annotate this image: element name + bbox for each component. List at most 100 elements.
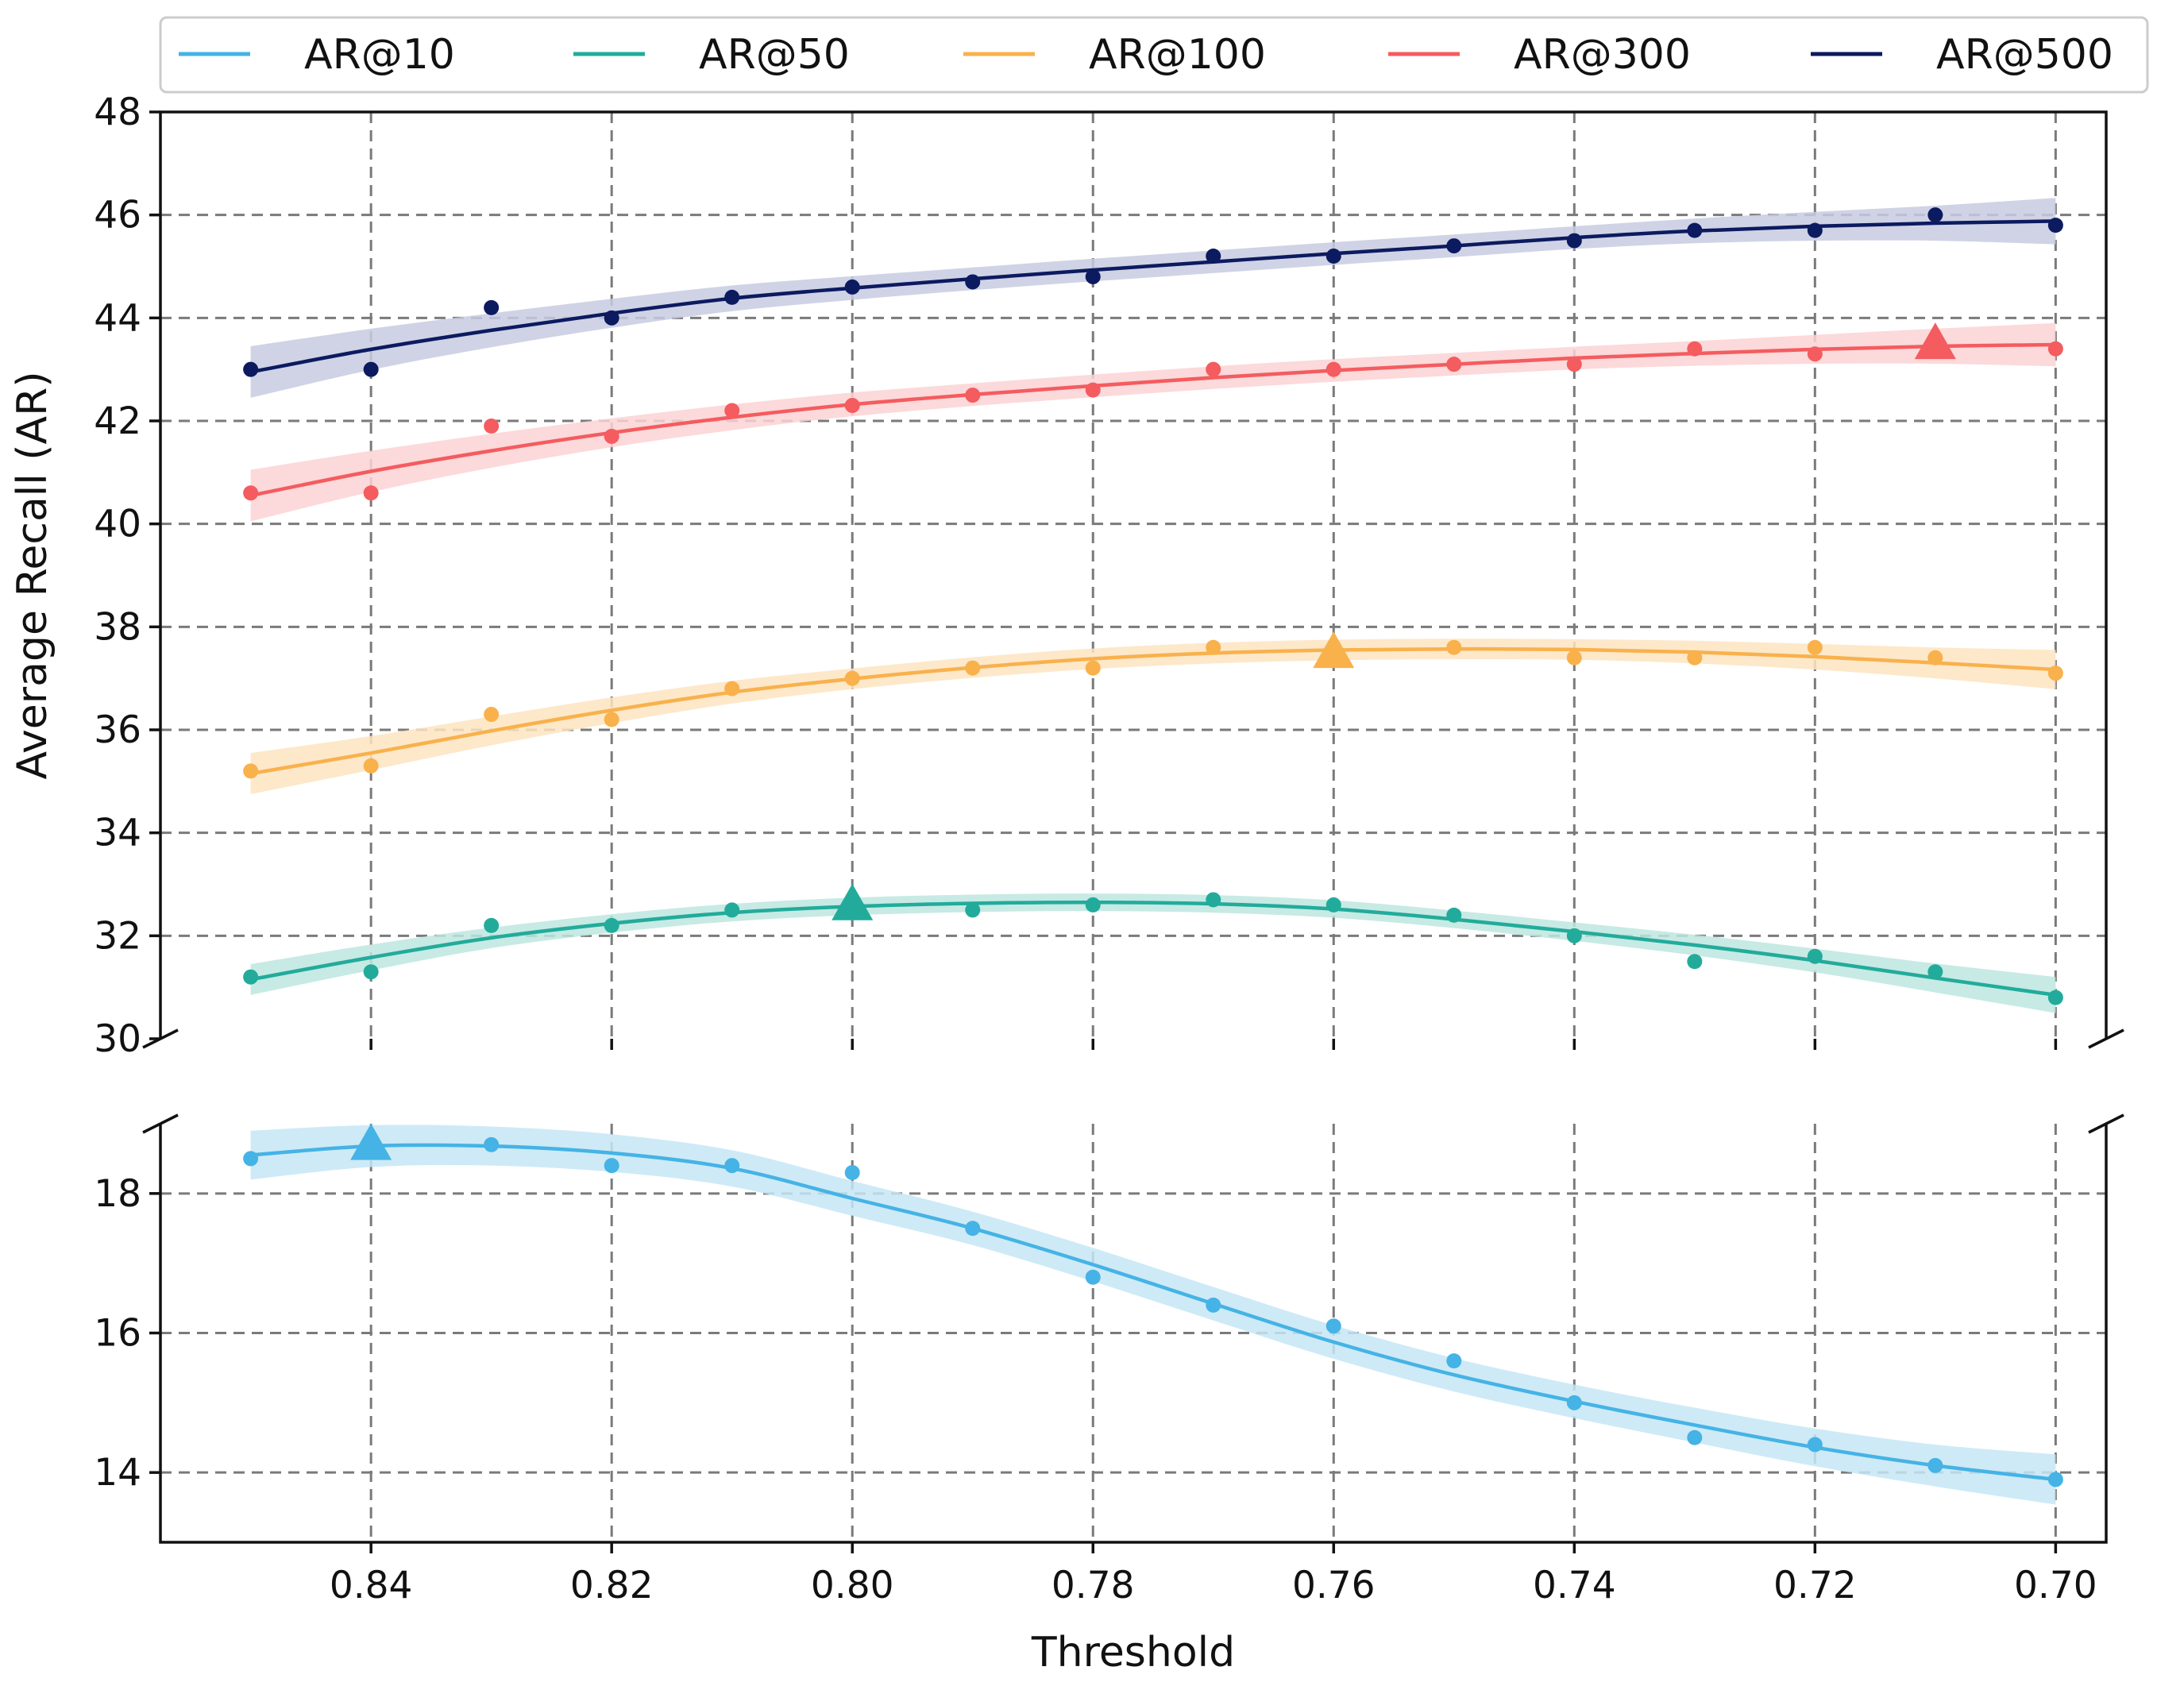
point-ar-50-0.77 bbox=[1206, 892, 1221, 908]
point-ar-300-0.74 bbox=[1566, 357, 1582, 372]
xtick-label-0.72: 0.72 bbox=[1773, 1564, 1857, 1607]
band-ar-500 bbox=[250, 198, 2056, 398]
point-ar-10-0.80 bbox=[844, 1164, 860, 1180]
point-ar-300-0.85 bbox=[243, 485, 259, 501]
point-ar-500-0.77 bbox=[1206, 249, 1221, 264]
xtick-label-0.74: 0.74 bbox=[1533, 1564, 1616, 1607]
point-ar-50-0.81 bbox=[724, 902, 740, 918]
point-ar-500-0.84 bbox=[363, 361, 379, 377]
point-ar-100-0.85 bbox=[243, 763, 259, 779]
point-ar-100-0.72 bbox=[1807, 639, 1823, 655]
point-ar-100-0.70 bbox=[2047, 666, 2063, 681]
point-ar-50-0.70 bbox=[2047, 990, 2063, 1005]
point-ar-10-0.77 bbox=[1206, 1297, 1221, 1313]
point-ar-500-0.72 bbox=[1807, 222, 1823, 238]
point-ar-300-0.81 bbox=[724, 403, 740, 419]
point-ar-100-0.78 bbox=[1085, 660, 1101, 676]
upper-panel-frame bbox=[159, 110, 2108, 1039]
xtick-label-0.76: 0.76 bbox=[1292, 1564, 1376, 1607]
point-ar-10-0.74 bbox=[1566, 1395, 1582, 1410]
best-marker-ar-10 bbox=[350, 1123, 392, 1160]
band-ar-100 bbox=[250, 639, 2056, 794]
point-ar-50-0.82 bbox=[604, 917, 619, 933]
point-ar-50-0.76 bbox=[1325, 897, 1341, 912]
point-ar-500-0.76 bbox=[1325, 249, 1341, 264]
point-ar-100-0.82 bbox=[604, 712, 619, 727]
point-ar-50-0.74 bbox=[1566, 928, 1582, 943]
point-ar-50-0.75 bbox=[1446, 907, 1462, 923]
point-ar-100-0.77 bbox=[1206, 639, 1221, 655]
x-axis-label: Threshold bbox=[1031, 1629, 1235, 1676]
point-ar-10-0.76 bbox=[1325, 1318, 1341, 1334]
break-mark-3 bbox=[142, 1113, 179, 1134]
best-marker-ar-50 bbox=[832, 883, 874, 920]
xtick-label-0.70: 0.70 bbox=[2014, 1564, 2097, 1607]
upper-ytick-label-38: 38 bbox=[94, 605, 141, 649]
fit-lines bbox=[250, 219, 2056, 1482]
point-ar-300-0.75 bbox=[1446, 357, 1462, 372]
band-ar-10 bbox=[250, 1125, 2056, 1505]
y-axis-ticks: 30 32 34 36 38 40 42 44 46 48 14 16 18 bbox=[94, 91, 160, 1495]
point-ar-10-0.79 bbox=[965, 1221, 981, 1237]
point-ar-300-0.77 bbox=[1206, 361, 1221, 377]
data-points bbox=[243, 207, 2063, 1487]
point-ar-50-0.71 bbox=[1927, 964, 1943, 980]
point-ar-50-0.78 bbox=[1085, 897, 1101, 912]
confidence-bands bbox=[250, 198, 2056, 1505]
point-ar-500-0.71 bbox=[1927, 207, 1943, 223]
legend-label-ar-500: AR@500 bbox=[1936, 31, 2113, 79]
point-ar-10-0.72 bbox=[1807, 1437, 1823, 1453]
line-ar-100 bbox=[250, 646, 2056, 776]
xtick-label-0.78: 0.78 bbox=[1051, 1564, 1135, 1607]
upper-ytick-label-48: 48 bbox=[94, 91, 141, 134]
point-ar-300-0.72 bbox=[1807, 346, 1823, 362]
x-axis-ticks: 0.84 0.82 0.80 0.78 0.76 0.74 0.72 0.70 bbox=[330, 1039, 2097, 1607]
lower-panel-grid bbox=[160, 1124, 2106, 1542]
band-ar-300 bbox=[250, 322, 2056, 522]
point-ar-100-0.73 bbox=[1687, 650, 1703, 666]
break-mark-2 bbox=[2088, 1028, 2124, 1049]
point-ar-500-0.73 bbox=[1687, 222, 1703, 238]
point-ar-100-0.75 bbox=[1446, 639, 1462, 655]
upper-ytick-label-32: 32 bbox=[94, 914, 141, 958]
break-mark-4 bbox=[2088, 1113, 2124, 1134]
upper-ytick-label-40: 40 bbox=[94, 503, 141, 546]
point-ar-50-0.85 bbox=[243, 969, 259, 985]
line-ar-10 bbox=[250, 1143, 2056, 1482]
break-mark-1 bbox=[142, 1028, 179, 1049]
point-ar-50-0.73 bbox=[1687, 954, 1703, 970]
axis-break-marks bbox=[142, 1028, 2124, 1134]
point-ar-500-0.82 bbox=[604, 310, 619, 326]
point-ar-10-0.71 bbox=[1927, 1457, 1943, 1473]
point-ar-10-0.81 bbox=[724, 1158, 740, 1174]
point-ar-100-0.83 bbox=[484, 707, 500, 723]
xtick-label-0.84: 0.84 bbox=[330, 1564, 413, 1607]
point-ar-300-0.80 bbox=[844, 398, 860, 414]
legend-box bbox=[159, 16, 2149, 94]
point-ar-500-0.85 bbox=[243, 361, 259, 377]
y-axis-label: Average Recall (AR) bbox=[9, 371, 56, 779]
point-ar-10-0.75 bbox=[1446, 1353, 1462, 1369]
point-ar-100-0.84 bbox=[363, 758, 379, 774]
point-ar-300-0.78 bbox=[1085, 382, 1101, 398]
legend-label-ar-100: AR@100 bbox=[1089, 31, 1266, 79]
upper-ytick-label-42: 42 bbox=[94, 399, 141, 443]
legend-label-ar-10: AR@10 bbox=[304, 31, 455, 79]
point-ar-300-0.73 bbox=[1687, 341, 1703, 357]
best-markers bbox=[350, 322, 1956, 1160]
point-ar-500-0.80 bbox=[844, 279, 860, 295]
point-ar-300-0.82 bbox=[604, 428, 619, 444]
point-ar-100-0.74 bbox=[1566, 650, 1582, 666]
point-ar-100-0.81 bbox=[724, 681, 740, 696]
point-ar-100-0.79 bbox=[965, 660, 981, 676]
legend-label-ar-300: AR@300 bbox=[1514, 31, 1691, 79]
upper-panel-grid bbox=[160, 112, 2106, 1039]
point-ar-300-0.84 bbox=[363, 485, 379, 501]
legend-label-ar-50: AR@50 bbox=[699, 31, 850, 79]
point-ar-10-0.78 bbox=[1085, 1269, 1101, 1285]
point-ar-500-0.70 bbox=[2047, 218, 2063, 233]
best-marker-ar-300 bbox=[1914, 322, 1956, 360]
point-ar-10-0.85 bbox=[243, 1151, 259, 1167]
point-ar-50-0.84 bbox=[363, 964, 379, 980]
point-ar-500-0.74 bbox=[1566, 233, 1582, 249]
